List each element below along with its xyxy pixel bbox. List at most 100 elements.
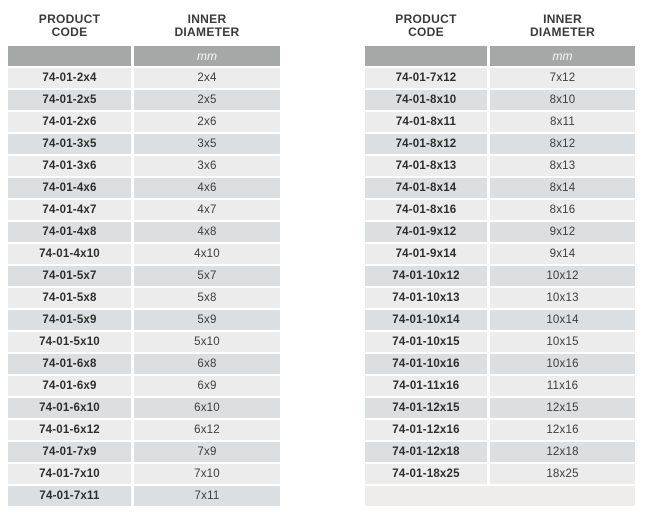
unit-bar-mm-cell: mm	[134, 46, 280, 66]
product-code-cell: 74-01-2x6	[8, 112, 131, 132]
product-code-cell: 74-01-5x10	[8, 332, 131, 352]
inner-diameter-cell: 9x12	[490, 222, 635, 242]
inner-diameter-cell: 5x8	[134, 288, 280, 308]
inner-diameter-cell: 5x10	[134, 332, 280, 352]
inner-diameter-cell: 9x14	[490, 244, 635, 264]
empty-filler-row	[365, 486, 635, 506]
inner-diameter-cell: 2x4	[134, 68, 280, 88]
spec-table-left-grid: PRODUCT CODE INNER DIAMETER mm 74-01-2x4…	[8, 8, 280, 506]
inner-diameter-cell: 10x13	[490, 288, 635, 308]
inner-diameter-cell: 3x5	[134, 134, 280, 154]
product-code-cell: 74-01-10x16	[365, 354, 487, 374]
header-line: INNER	[543, 11, 582, 26]
inner-diameter-cell: 7x11	[134, 486, 280, 506]
header-line: DIAMETER	[529, 25, 596, 39]
product-code-cell: 74-01-3x5	[8, 134, 131, 154]
product-code-cell: 74-01-8x11	[365, 112, 487, 132]
product-code-cell: 74-01-5x8	[8, 288, 131, 308]
product-code-cell: 74-01-6x9	[8, 376, 131, 396]
product-code-cell: 74-01-7x9	[8, 442, 131, 462]
inner-diameter-cell: 10x12	[490, 266, 635, 286]
header-line: INNER	[187, 11, 227, 26]
inner-diameter-cell: 8x11	[490, 112, 635, 132]
product-code-cell: 74-01-2x5	[8, 90, 131, 110]
product-code-cell: 74-01-18x25	[365, 464, 487, 484]
product-code-cell: 74-01-8x12	[365, 134, 487, 154]
header-line: CODE	[51, 25, 88, 39]
product-code-cell: 74-01-8x14	[365, 178, 487, 198]
inner-diameter-cell: 10x14	[490, 310, 635, 330]
inner-diameter-cell: 6x9	[134, 376, 280, 396]
unit-bar-mm-cell: mm	[490, 46, 635, 66]
inner-diameter-cell: 7x12	[490, 68, 635, 88]
product-code-cell: 74-01-6x8	[8, 354, 131, 374]
product-code-cell: 74-01-5x9	[8, 310, 131, 330]
product-code-cell: 74-01-5x7	[8, 266, 131, 286]
spec-table-right: PRODUCT CODE INNER DIAMETER mm 74-01-7x1…	[365, 8, 635, 506]
spec-table-left: PRODUCT CODE INNER DIAMETER mm 74-01-2x4…	[8, 8, 280, 506]
column-header-inner-diameter: INNER DIAMETER	[490, 8, 635, 44]
product-code-cell: 74-01-3x6	[8, 156, 131, 176]
inner-diameter-cell: 6x12	[134, 420, 280, 440]
product-code-cell: 74-01-6x12	[8, 420, 131, 440]
product-code-cell: 74-01-4x7	[8, 200, 131, 220]
inner-diameter-cell: 7x9	[134, 442, 280, 462]
product-code-cell: 74-01-12x16	[365, 420, 487, 440]
product-code-cell: 74-01-10x15	[365, 332, 487, 352]
product-code-cell: 74-01-12x15	[365, 398, 487, 418]
spec-table-right-grid: PRODUCT CODE INNER DIAMETER mm 74-01-7x1…	[365, 8, 635, 506]
inner-diameter-cell: 5x9	[134, 310, 280, 330]
product-code-cell: 74-01-4x8	[8, 222, 131, 242]
header-line: DIAMETER	[174, 25, 240, 39]
inner-diameter-cell: 8x14	[490, 178, 635, 198]
inner-diameter-cell: 4x7	[134, 200, 280, 220]
product-code-cell: 74-01-9x14	[365, 244, 487, 264]
product-code-cell: 74-01-2x4	[8, 68, 131, 88]
product-code-cell: 74-01-6x10	[8, 398, 131, 418]
product-code-cell: 74-01-9x12	[365, 222, 487, 242]
inner-diameter-cell: 10x16	[490, 354, 635, 374]
product-code-cell: 74-01-10x14	[365, 310, 487, 330]
product-code-cell: 74-01-8x10	[365, 90, 487, 110]
inner-diameter-cell: 8x16	[490, 200, 635, 220]
header-line: CODE	[408, 25, 444, 39]
product-code-cell: 74-01-11x16	[365, 376, 487, 396]
inner-diameter-cell: 4x10	[134, 244, 280, 264]
unit-bar-empty-cell	[8, 46, 131, 66]
inner-diameter-cell: 4x8	[134, 222, 280, 242]
column-header-product-code: PRODUCT CODE	[8, 8, 131, 44]
column-header-inner-diameter: INNER DIAMETER	[134, 8, 280, 44]
product-code-cell: 74-01-12x18	[365, 442, 487, 462]
inner-diameter-cell: 6x8	[134, 354, 280, 374]
product-code-cell: 74-01-7x12	[365, 68, 487, 88]
inner-diameter-cell: 8x12	[490, 134, 635, 154]
inner-diameter-cell: 11x16	[490, 376, 635, 396]
product-code-cell: 74-01-8x16	[365, 200, 487, 220]
inner-diameter-cell: 12x16	[490, 420, 635, 440]
inner-diameter-cell: 7x10	[134, 464, 280, 484]
product-code-cell: 74-01-10x13	[365, 288, 487, 308]
inner-diameter-cell: 10x15	[490, 332, 635, 352]
inner-diameter-cell: 2x6	[134, 112, 280, 132]
product-code-cell: 74-01-7x10	[8, 464, 131, 484]
unit-bar-empty-cell	[365, 46, 487, 66]
inner-diameter-cell: 4x6	[134, 178, 280, 198]
header-line: PRODUCT	[395, 11, 457, 26]
inner-diameter-cell: 3x6	[134, 156, 280, 176]
inner-diameter-cell: 12x15	[490, 398, 635, 418]
product-code-cell: 74-01-7x11	[8, 486, 131, 506]
inner-diameter-cell: 8x13	[490, 156, 635, 176]
inner-diameter-cell: 2x5	[134, 90, 280, 110]
product-code-cell: 74-01-10x12	[365, 266, 487, 286]
inner-diameter-cell: 6x10	[134, 398, 280, 418]
product-code-cell: 74-01-4x6	[8, 178, 131, 198]
product-code-cell: 74-01-4x10	[8, 244, 131, 264]
inner-diameter-cell: 12x18	[490, 442, 635, 462]
inner-diameter-cell: 8x10	[490, 90, 635, 110]
column-header-product-code: PRODUCT CODE	[365, 8, 487, 44]
inner-diameter-cell: 5x7	[134, 266, 280, 286]
inner-diameter-cell: 18x25	[490, 464, 635, 484]
header-line: PRODUCT	[38, 11, 101, 26]
product-code-cell: 74-01-8x13	[365, 156, 487, 176]
